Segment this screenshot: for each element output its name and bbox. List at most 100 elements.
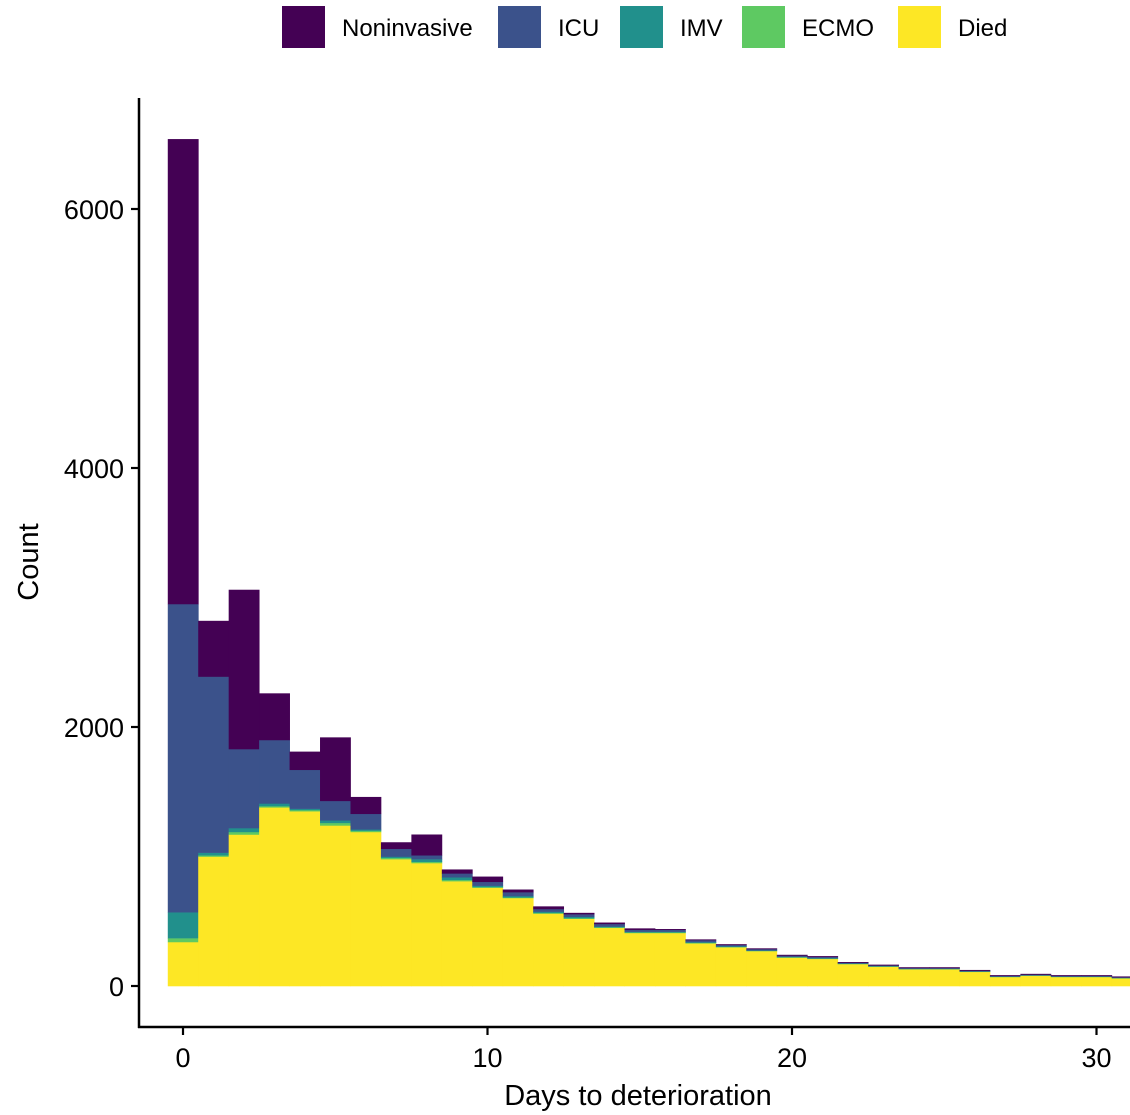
- bar-icu-day-2: [228, 749, 260, 829]
- bar-died-day-25: [929, 969, 960, 987]
- bar-ecmo-day-15: [624, 932, 656, 934]
- y-axis-title: Count: [13, 523, 45, 600]
- bar-icu-day-19: [746, 948, 778, 951]
- bar-imv-day-22: [837, 963, 869, 965]
- legend-label-ecmo: ECMO: [802, 15, 874, 42]
- bar-imv-day-15: [624, 931, 656, 933]
- bar-icu-day-26: [959, 970, 991, 972]
- x-tick-label-30: 30: [1081, 1043, 1111, 1073]
- bar-noninvasive-day-16: [654, 929, 686, 930]
- y-tick-label-2000: 2000: [64, 713, 124, 743]
- legend-item-died: Died: [898, 6, 1007, 48]
- bar-died-day-21: [807, 958, 839, 987]
- bar-ecmo-day-18: [715, 946, 747, 948]
- bar-died-day-29: [1050, 976, 1082, 987]
- legend-item-ecmo: ECMO: [742, 6, 874, 48]
- bar-ecmo-day-20: [776, 957, 808, 958]
- bar-ecmo-day-7: [380, 857, 412, 860]
- legend-item-noninvasive: Noninvasive: [282, 6, 473, 48]
- legend-key-died: [898, 6, 941, 48]
- y-tick-label-0: 0: [109, 972, 124, 1002]
- bar-noninvasive-day-22: [837, 962, 869, 963]
- bar-died-day-12: [533, 913, 565, 987]
- bar-noninvasive-day-25: [929, 967, 960, 969]
- bar-ecmo-day-0: [167, 938, 199, 943]
- bar-died-day-26: [959, 971, 991, 987]
- legend: Noninvasive ICU IMV ECMO Died: [282, 6, 1007, 48]
- bar-imv-day-17: [685, 941, 717, 943]
- bar-imv-day-6: [350, 829, 382, 831]
- bar-icu-day-13: [563, 914, 595, 918]
- bar-icu-day-10: [472, 881, 504, 886]
- bar-imv-day-1: [198, 852, 230, 856]
- bar-noninvasive-day-9: [441, 869, 473, 874]
- bar-noninvasive-day-26: [959, 969, 991, 971]
- bar-noninvasive-day-4: [289, 751, 321, 771]
- bar-noninvasive-day-10: [472, 876, 504, 883]
- x-tick-label-10: 10: [472, 1043, 502, 1073]
- bar-icu-day-7: [380, 848, 412, 857]
- bar-noninvasive-day-6: [350, 796, 382, 815]
- bar-imv-day-18: [715, 946, 747, 948]
- bar-died-day-18: [715, 947, 747, 987]
- legend-label-icu: ICU: [558, 15, 599, 42]
- bar-died-day-3: [259, 807, 290, 987]
- bar-died-day-13: [563, 918, 595, 987]
- bar-died-day-31: [1111, 978, 1130, 987]
- bar-noninvasive-day-1: [198, 620, 230, 677]
- bar-ecmo-day-1: [198, 855, 230, 857]
- bar-died-day-9: [441, 881, 473, 987]
- bar-imv-day-14: [594, 926, 625, 928]
- bar-imv-day-11: [502, 896, 534, 898]
- bar-icu-day-25: [929, 967, 960, 969]
- bar-imv-day-21: [807, 958, 839, 959]
- bar-noninvasive-day-3: [259, 693, 290, 741]
- y-axis-ticks: 0 2000 4000 6000: [64, 195, 139, 1002]
- bar-died-day-11: [502, 897, 534, 987]
- bar-imv-day-19: [746, 950, 778, 951]
- bars-layer: [167, 139, 1130, 987]
- bar-imv-day-16: [654, 931, 686, 933]
- bar-imv-day-3: [259, 803, 290, 807]
- y-tick-label-6000: 6000: [64, 195, 124, 225]
- bar-icu-day-15: [624, 929, 656, 932]
- bar-died-day-16: [654, 932, 686, 987]
- bar-noninvasive-day-2: [228, 589, 260, 750]
- bar-died-day-1: [198, 856, 230, 987]
- bar-ecmo-day-21: [807, 958, 839, 960]
- bar-died-day-22: [837, 963, 869, 987]
- bar-ecmo-day-8: [411, 861, 443, 864]
- bar-icu-day-16: [654, 929, 686, 932]
- bar-imv-day-2: [228, 828, 260, 833]
- bar-icu-day-31: [1111, 977, 1130, 979]
- bar-imv-day-10: [472, 885, 504, 888]
- bar-died-day-2: [228, 834, 260, 987]
- bar-noninvasive-day-17: [685, 939, 717, 941]
- bar-noninvasive-day-30: [1081, 975, 1113, 977]
- legend-item-icu: ICU: [498, 6, 599, 48]
- bar-noninvasive-day-15: [624, 928, 656, 930]
- bar-imv-day-5: [320, 820, 351, 824]
- bar-noninvasive-day-24: [898, 967, 930, 969]
- bar-noninvasive-day-23: [868, 964, 899, 966]
- bar-noninvasive-day-11: [502, 889, 534, 893]
- bar-died-day-6: [350, 831, 382, 987]
- bar-died-day-4: [289, 811, 321, 987]
- legend-key-imv: [620, 6, 663, 48]
- bar-ecmo-day-16: [654, 932, 686, 934]
- bar-icu-day-23: [868, 965, 899, 967]
- bar-died-day-15: [624, 932, 656, 987]
- bar-imv-day-7: [380, 856, 412, 859]
- bar-noninvasive-day-20: [776, 954, 808, 956]
- bar-noninvasive-day-8: [411, 834, 443, 856]
- bar-noninvasive-day-29: [1050, 975, 1082, 977]
- bar-icu-day-14: [594, 923, 625, 927]
- bar-died-day-27: [989, 976, 1021, 987]
- bar-icu-day-9: [441, 873, 473, 878]
- bar-icu-day-18: [715, 944, 747, 947]
- bar-icu-day-28: [1020, 974, 1052, 976]
- bar-ecmo-day-14: [594, 927, 625, 929]
- bar-imv-day-0: [167, 912, 199, 939]
- x-tick-label-20: 20: [777, 1043, 807, 1073]
- bar-ecmo-day-17: [685, 942, 717, 944]
